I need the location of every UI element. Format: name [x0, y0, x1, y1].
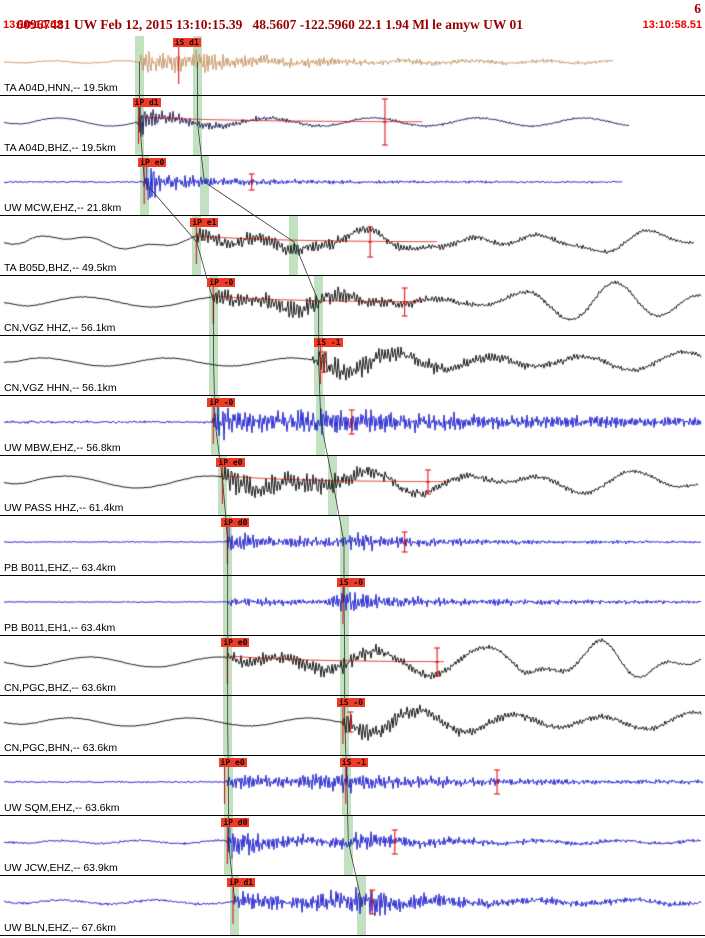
- trace-row[interactable]: UW MCW,EHZ,-- 21.8km iP e0: [0, 156, 705, 216]
- pick-flag[interactable]: iS -1: [339, 758, 368, 767]
- station-label: UW PASS HHZ,-- 61.4km: [4, 502, 124, 514]
- station-label: UW BLN,EHZ,-- 67.6km: [4, 922, 117, 934]
- trace-row[interactable]: UW SQM,EHZ,-- 63.6km iP e0 iS -1: [0, 756, 705, 816]
- trace-count: 6: [694, 1, 701, 16]
- trace-row[interactable]: UW PASS HHZ,-- 61.4km iP e0: [0, 456, 705, 516]
- event-summary: 60967481 UW Feb 12, 2015 13:10:15.39 48.…: [16, 17, 523, 32]
- pick-flag[interactable]: iP d0: [221, 518, 250, 527]
- pick-flag[interactable]: iP d1: [227, 878, 256, 887]
- pick-flag[interactable]: iS -0: [336, 578, 366, 587]
- pick-flag[interactable]: iP e0: [216, 458, 245, 467]
- pick-flag[interactable]: iP d0: [221, 818, 250, 827]
- trace-row[interactable]: UW MBW,EHZ,-- 56.8km iP -0: [0, 396, 705, 456]
- station-label: TA A04D,BHZ,-- 19.5km: [4, 142, 116, 154]
- event-header: 60967481 UW Feb 12, 2015 13:10:15.39 48.…: [3, 1, 702, 32]
- pick-flag[interactable]: iS d1: [172, 38, 201, 47]
- pick-flag[interactable]: iP e0: [218, 758, 247, 767]
- pick-flag[interactable]: iP -0: [207, 278, 236, 287]
- trace-row[interactable]: CN,PGC,BHN,-- 63.6km iS -0: [0, 696, 705, 756]
- station-label: CN,VGZ HHN,-- 56.1km: [4, 382, 117, 394]
- pick-flag[interactable]: iP d1: [132, 98, 161, 107]
- station-label: UW MBW,EHZ,-- 56.8km: [4, 442, 121, 454]
- trace-row[interactable]: UW BLN,EHZ,-- 67.6km iP d1: [0, 876, 705, 936]
- station-label: PB B011,EHZ,-- 63.4km: [4, 562, 116, 574]
- pick-flag[interactable]: iP -0: [207, 398, 236, 407]
- station-label: TA A04D,HNN,-- 19.5km: [4, 82, 118, 94]
- trace-row[interactable]: PB B011,EH1,-- 63.4km iS -0: [0, 576, 705, 636]
- trace-row[interactable]: TA A04D,BHZ,-- 19.5km iP d1: [0, 96, 705, 156]
- station-label: UW JCW,EHZ,-- 63.9km: [4, 862, 118, 874]
- trace-row[interactable]: TA A04D,HNN,-- 19.5km iS d1: [0, 36, 705, 96]
- station-label: TA B05D,BHZ,-- 49.5km: [4, 262, 117, 274]
- window-end-time: 13:10:58.51: [642, 19, 702, 31]
- station-label: CN,PGC,BHN,-- 63.6km: [4, 742, 118, 754]
- trace-row[interactable]: TA B05D,BHZ,-- 49.5km iP e1: [0, 216, 705, 276]
- window-start-time: 13:10:10.02: [3, 19, 63, 31]
- time-window: 13:10:10.02 13:10:58.51: [3, 19, 702, 34]
- trace-row[interactable]: CN,VGZ HHN,-- 56.1km iS -1: [0, 336, 705, 396]
- trace-row[interactable]: PB B011,EHZ,-- 63.4km iP d0: [0, 516, 705, 576]
- pick-flag[interactable]: iP e1: [190, 218, 219, 227]
- pick-flag[interactable]: iP e0: [221, 638, 250, 647]
- station-label: PB B011,EH1,-- 63.4km: [4, 622, 116, 634]
- pick-flag[interactable]: iS -1: [314, 338, 343, 347]
- station-label: CN,VGZ HHZ,-- 56.1km: [4, 322, 116, 334]
- station-label: UW SQM,EHZ,-- 63.6km: [4, 802, 120, 814]
- pick-flag[interactable]: iP e0: [138, 158, 167, 167]
- trace-row[interactable]: CN,VGZ HHZ,-- 56.1km iP -0: [0, 276, 705, 336]
- station-label: CN,PGC,BHZ,-- 63.6km: [4, 682, 117, 694]
- pick-flag[interactable]: iS -0: [336, 698, 366, 707]
- trace-row[interactable]: UW JCW,EHZ,-- 63.9km iP d0: [0, 816, 705, 876]
- trace-row[interactable]: CN,PGC,BHZ,-- 63.6km iP e0: [0, 636, 705, 696]
- station-label: UW MCW,EHZ,-- 21.8km: [4, 202, 122, 214]
